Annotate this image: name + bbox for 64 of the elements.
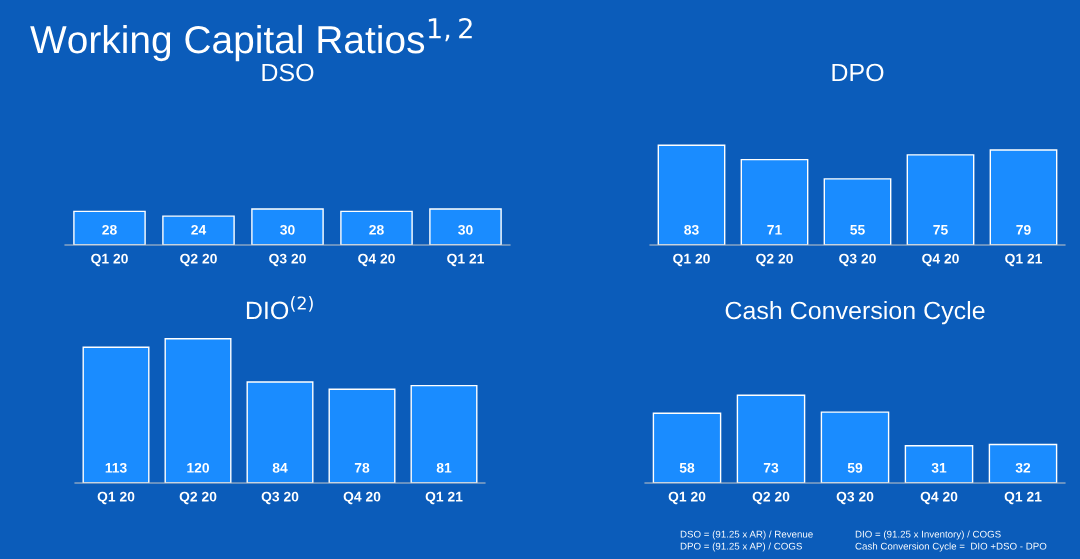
chart-title: DPO <box>832 63 884 82</box>
x-tick-label: Q3 20 <box>839 253 876 267</box>
x-tick-label: Q4 20 <box>343 491 381 505</box>
bar <box>410 384 478 483</box>
data-label: 30 <box>280 224 295 235</box>
x-tick-label: Q1 21 <box>425 491 463 505</box>
data-label: 28 <box>102 224 117 235</box>
bar <box>652 412 722 483</box>
x-tick-label: Q1 20 <box>673 253 710 267</box>
bar <box>736 394 806 483</box>
bar <box>820 411 890 483</box>
data-label: 84 <box>272 462 288 473</box>
data-label: 79 <box>1016 224 1031 235</box>
data-label: 75 <box>933 225 948 235</box>
data-label: 59 <box>847 462 863 473</box>
text: DPO = (91.25 x AP) / COGS <box>680 542 802 552</box>
x-tick-label: Q1 21 <box>447 253 485 267</box>
bar <box>823 178 892 245</box>
data-label: 28 <box>369 224 384 235</box>
data-label: 81 <box>436 462 452 473</box>
chart-title: DSO <box>262 63 314 82</box>
text: Cash Conversion Cycle = DIO +DSO - DPO <box>855 542 1047 552</box>
bar <box>164 338 232 483</box>
x-tick-label: Q1 20 <box>668 491 706 505</box>
data-label: 32 <box>1015 462 1031 473</box>
text: DSO = (91.25 x AR) / Revenue <box>680 530 813 540</box>
bar <box>328 388 396 483</box>
bar <box>657 144 726 245</box>
data-label: 73 <box>763 462 779 473</box>
x-tick-label: Q2 20 <box>756 253 793 267</box>
x-tick-label: Q1 21 <box>1005 253 1043 267</box>
bar <box>740 158 809 245</box>
data-label: 83 <box>684 224 699 235</box>
x-tick-label: Q2 20 <box>752 491 790 505</box>
chart-title: DIO$^{(2)}$ <box>246 296 313 320</box>
x-tick-label: Q4 20 <box>920 491 958 505</box>
data-label: 30 <box>458 224 473 235</box>
data-label: 78 <box>354 462 370 473</box>
x-tick-label: Q3 20 <box>269 253 306 267</box>
bar <box>989 149 1058 245</box>
data-label: 113 <box>105 462 127 473</box>
bar <box>906 154 975 245</box>
data-label: 31 <box>931 462 947 473</box>
bar <box>82 346 150 483</box>
chart-title: Cash Conversion Cycle <box>725 300 985 325</box>
bar <box>904 445 974 483</box>
data-label: 71 <box>767 225 782 235</box>
data-label: 55 <box>850 225 865 235</box>
data-label: 120 <box>187 462 210 473</box>
x-tick-label: Q1 21 <box>1004 491 1042 505</box>
x-tick-label: Q3 20 <box>836 491 874 505</box>
data-label: 58 <box>679 462 695 473</box>
x-tick-label: Q4 20 <box>358 253 395 267</box>
x-tick-label: Q1 20 <box>97 491 135 505</box>
text: DIO = (91.25 x Inventory) / COGS <box>855 530 1001 540</box>
x-tick-label: Q1 20 <box>91 253 128 267</box>
x-tick-label: Q2 20 <box>180 253 217 267</box>
x-tick-label: Q2 20 <box>179 491 217 505</box>
bar <box>246 381 314 483</box>
x-tick-label: Q3 20 <box>261 491 299 505</box>
bar <box>988 443 1058 483</box>
text: Working Capital Ratios$^{1,2}$ <box>30 18 472 62</box>
data-label: 24 <box>191 224 207 235</box>
x-tick-label: Q4 20 <box>922 253 959 267</box>
